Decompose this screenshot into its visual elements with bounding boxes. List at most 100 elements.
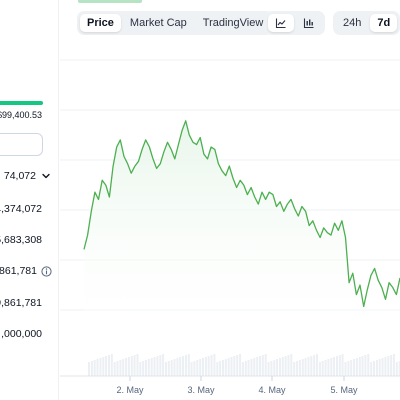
section-tab-indicator [78, 0, 142, 3]
volume-bar [341, 354, 344, 376]
volume-bar [99, 358, 102, 376]
volume-bar [355, 358, 358, 376]
price-area [84, 120, 400, 326]
volume-bar [156, 356, 159, 376]
volume-bar [130, 356, 133, 376]
x-tick-label: 5. May [330, 385, 358, 395]
volume-bar [145, 360, 147, 376]
volume-bar [387, 356, 390, 376]
volume-bar [353, 359, 356, 376]
volume-bar [279, 358, 281, 376]
volume-bar [179, 357, 182, 376]
volume-bar [338, 355, 341, 376]
volume-bar [373, 361, 375, 376]
volume-bar [287, 355, 290, 376]
volume-bar [147, 359, 150, 376]
volume-bar [267, 362, 270, 376]
volume-bar [102, 357, 105, 376]
volume-bar [253, 358, 256, 376]
volume-bar [241, 362, 244, 376]
volume-bar [165, 362, 167, 376]
volume-bar [116, 361, 119, 376]
volume-bar [125, 358, 128, 376]
volume-bar [108, 355, 110, 376]
stat-value: 19,861,781 [0, 297, 42, 309]
time-range-tabs: 24h 7d [333, 11, 400, 35]
volume-bar [392, 354, 395, 376]
price-chart[interactable]: 2. May 3. May 4. May 5. May [60, 48, 400, 400]
stat-value: 5,683,308 [0, 234, 42, 246]
price-range-bar [0, 101, 43, 105]
volume-bar [378, 359, 381, 376]
volume-bar [184, 355, 187, 376]
line-chart-button[interactable] [268, 14, 294, 32]
volume-bar [113, 362, 116, 376]
volume-bar [259, 356, 261, 376]
volume-bar [261, 355, 264, 376]
volume-bar [199, 359, 202, 376]
volume-bar [398, 361, 400, 376]
volume-bar [327, 359, 330, 376]
volume-bar [336, 356, 338, 376]
volume-bar [88, 362, 90, 376]
x-tick-label: 4. May [258, 385, 286, 395]
line-chart-icon [275, 18, 286, 29]
volume-bar [210, 355, 213, 376]
volume-bar [313, 355, 316, 376]
volume-bar [310, 356, 313, 376]
volume-bar [236, 355, 239, 376]
volume-bar [247, 360, 250, 376]
volume-bar [307, 357, 310, 376]
volume-bar [196, 360, 199, 376]
volume-bar [222, 360, 224, 376]
volume-bar [153, 357, 156, 376]
volume-bar [202, 358, 204, 376]
volume-bar [370, 362, 373, 376]
volume-bar [316, 354, 318, 376]
stats-panel: $99,400.53 74,072 $4,374,072 5,683,308 8… [0, 0, 58, 400]
stat-value: $4,374,072 [0, 203, 42, 215]
info-icon[interactable] [41, 265, 52, 277]
volume-bar [264, 354, 267, 376]
volume-bar [301, 359, 304, 376]
volume-bar [167, 361, 170, 376]
volume-bar [350, 360, 353, 376]
volume-bar [159, 355, 162, 376]
volume-bar [333, 357, 336, 376]
stat-dropdown[interactable]: 74,072 [4, 170, 52, 182]
tab-tradingview[interactable]: TradingView [202, 17, 264, 29]
volume-bar [187, 354, 190, 376]
volume-bar [381, 358, 384, 376]
volume-bar [270, 361, 273, 376]
volume-bar [276, 359, 279, 376]
volume-bar [284, 356, 287, 376]
candlestick-chart-icon [303, 18, 314, 29]
volume-bar [176, 358, 179, 376]
volume-bar [139, 362, 142, 376]
volume-bar [384, 357, 387, 376]
range-7d[interactable]: 7d [370, 14, 398, 32]
candlestick-chart-button[interactable] [296, 14, 322, 32]
chart-type-toggle [265, 11, 325, 35]
volume-bar [244, 361, 247, 376]
volume-bar [119, 360, 122, 376]
volume-bar [127, 357, 130, 376]
volume-bar [361, 356, 364, 376]
volume-bar [330, 358, 333, 376]
stat-value: ,000,000 [1, 328, 42, 340]
volume-bar [173, 359, 176, 376]
volume-bar [324, 360, 327, 376]
volume-bar [364, 355, 367, 376]
volume-bar [250, 359, 253, 376]
volume-bar [318, 362, 321, 376]
tab-price[interactable]: Price [80, 14, 121, 32]
volume-bar [367, 354, 370, 376]
volume-bar [224, 359, 227, 376]
volume-bar [150, 358, 153, 376]
converter-input[interactable] [0, 133, 43, 156]
volume-bar [344, 362, 347, 376]
tab-market-cap[interactable]: Market Cap [129, 17, 187, 29]
chevron-down-icon [42, 173, 50, 179]
range-24h[interactable]: 24h [343, 17, 362, 29]
price-chart-svg: 2. May 3. May 4. May 5. May [60, 59, 400, 395]
